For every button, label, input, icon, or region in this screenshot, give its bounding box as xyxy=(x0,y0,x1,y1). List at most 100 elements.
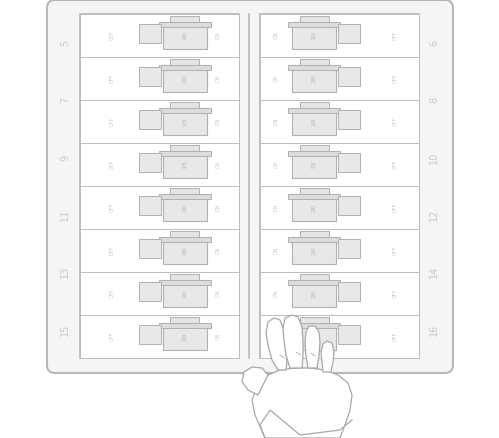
Bar xyxy=(80,143,239,186)
Text: OFF: OFF xyxy=(109,31,114,40)
Text: OFF: OFF xyxy=(109,74,114,83)
Bar xyxy=(139,67,161,86)
Bar xyxy=(292,151,336,178)
Bar xyxy=(299,273,328,279)
Text: OFF: OFF xyxy=(393,117,398,126)
Bar xyxy=(338,282,360,301)
Text: 20: 20 xyxy=(183,74,188,83)
Bar xyxy=(139,110,161,129)
Bar xyxy=(139,325,161,344)
Text: ON: ON xyxy=(216,118,221,125)
Bar xyxy=(163,279,207,307)
Text: 20: 20 xyxy=(183,246,188,255)
Bar xyxy=(288,322,340,328)
Bar xyxy=(163,237,207,265)
Bar xyxy=(292,194,336,222)
Text: OFF: OFF xyxy=(109,246,114,255)
Bar xyxy=(260,272,419,315)
Bar xyxy=(260,143,419,186)
Bar xyxy=(163,64,207,92)
Bar xyxy=(159,64,211,70)
Bar xyxy=(163,322,207,350)
Bar xyxy=(338,325,360,344)
Polygon shape xyxy=(252,368,352,438)
Bar xyxy=(80,14,239,358)
Bar xyxy=(139,239,161,258)
Bar xyxy=(338,67,360,86)
Text: 15: 15 xyxy=(311,117,316,126)
Text: 15: 15 xyxy=(183,117,188,126)
Text: OFF: OFF xyxy=(393,74,398,83)
Polygon shape xyxy=(242,367,268,395)
Bar xyxy=(292,21,336,49)
Bar xyxy=(80,229,239,272)
Text: ON: ON xyxy=(216,75,221,82)
Text: 10: 10 xyxy=(429,152,439,164)
Text: 20: 20 xyxy=(311,203,316,212)
Bar xyxy=(171,317,200,322)
Text: 5: 5 xyxy=(60,40,70,46)
Bar xyxy=(299,15,328,21)
Text: OFF: OFF xyxy=(393,332,398,341)
Text: ON: ON xyxy=(273,204,278,211)
Text: OFF: OFF xyxy=(393,246,398,255)
Bar xyxy=(288,64,340,70)
Bar xyxy=(163,21,207,49)
Text: 6: 6 xyxy=(429,40,439,46)
Polygon shape xyxy=(283,315,303,368)
Text: OFF: OFF xyxy=(393,289,398,298)
Text: ON: ON xyxy=(273,161,278,168)
Bar xyxy=(171,187,200,194)
Bar xyxy=(338,239,360,258)
Bar xyxy=(288,21,340,27)
Text: ON: ON xyxy=(273,118,278,125)
Text: 20: 20 xyxy=(311,289,316,298)
Polygon shape xyxy=(266,318,287,370)
Text: ON: ON xyxy=(273,247,278,254)
Bar xyxy=(159,21,211,27)
Bar xyxy=(292,237,336,265)
Bar xyxy=(159,107,211,113)
Text: 20: 20 xyxy=(183,289,188,298)
Text: ON: ON xyxy=(216,333,221,340)
Text: ON: ON xyxy=(216,32,221,39)
Bar xyxy=(159,279,211,285)
Bar xyxy=(171,59,200,64)
Bar xyxy=(292,322,336,350)
Text: 8: 8 xyxy=(429,97,439,103)
Bar xyxy=(171,15,200,21)
Text: 16: 16 xyxy=(429,323,439,336)
Text: 15: 15 xyxy=(183,160,188,169)
Polygon shape xyxy=(305,326,320,368)
Bar xyxy=(163,107,207,135)
Bar xyxy=(139,153,161,172)
Bar xyxy=(288,107,340,113)
Text: OFF: OFF xyxy=(393,203,398,212)
FancyBboxPatch shape xyxy=(47,0,453,373)
Text: OFF: OFF xyxy=(109,203,114,212)
Bar xyxy=(299,59,328,64)
Bar xyxy=(292,107,336,135)
Bar xyxy=(260,14,419,57)
Text: ON: ON xyxy=(216,290,221,297)
Bar xyxy=(292,279,336,307)
Text: 20: 20 xyxy=(311,74,316,83)
Bar xyxy=(80,57,239,100)
Text: OFF: OFF xyxy=(109,160,114,169)
Text: OFF: OFF xyxy=(393,160,398,169)
Bar xyxy=(338,153,360,172)
Bar xyxy=(260,186,419,229)
Bar xyxy=(139,24,161,43)
Text: 20: 20 xyxy=(311,31,316,40)
Text: ON: ON xyxy=(273,75,278,82)
Bar xyxy=(171,102,200,107)
Bar xyxy=(80,315,239,358)
Bar xyxy=(288,151,340,156)
Text: 15: 15 xyxy=(60,323,70,336)
Text: ON: ON xyxy=(273,32,278,39)
Text: OFF: OFF xyxy=(109,289,114,298)
Bar xyxy=(338,196,360,215)
Bar xyxy=(299,187,328,194)
Bar xyxy=(260,14,419,358)
Bar xyxy=(260,100,419,143)
